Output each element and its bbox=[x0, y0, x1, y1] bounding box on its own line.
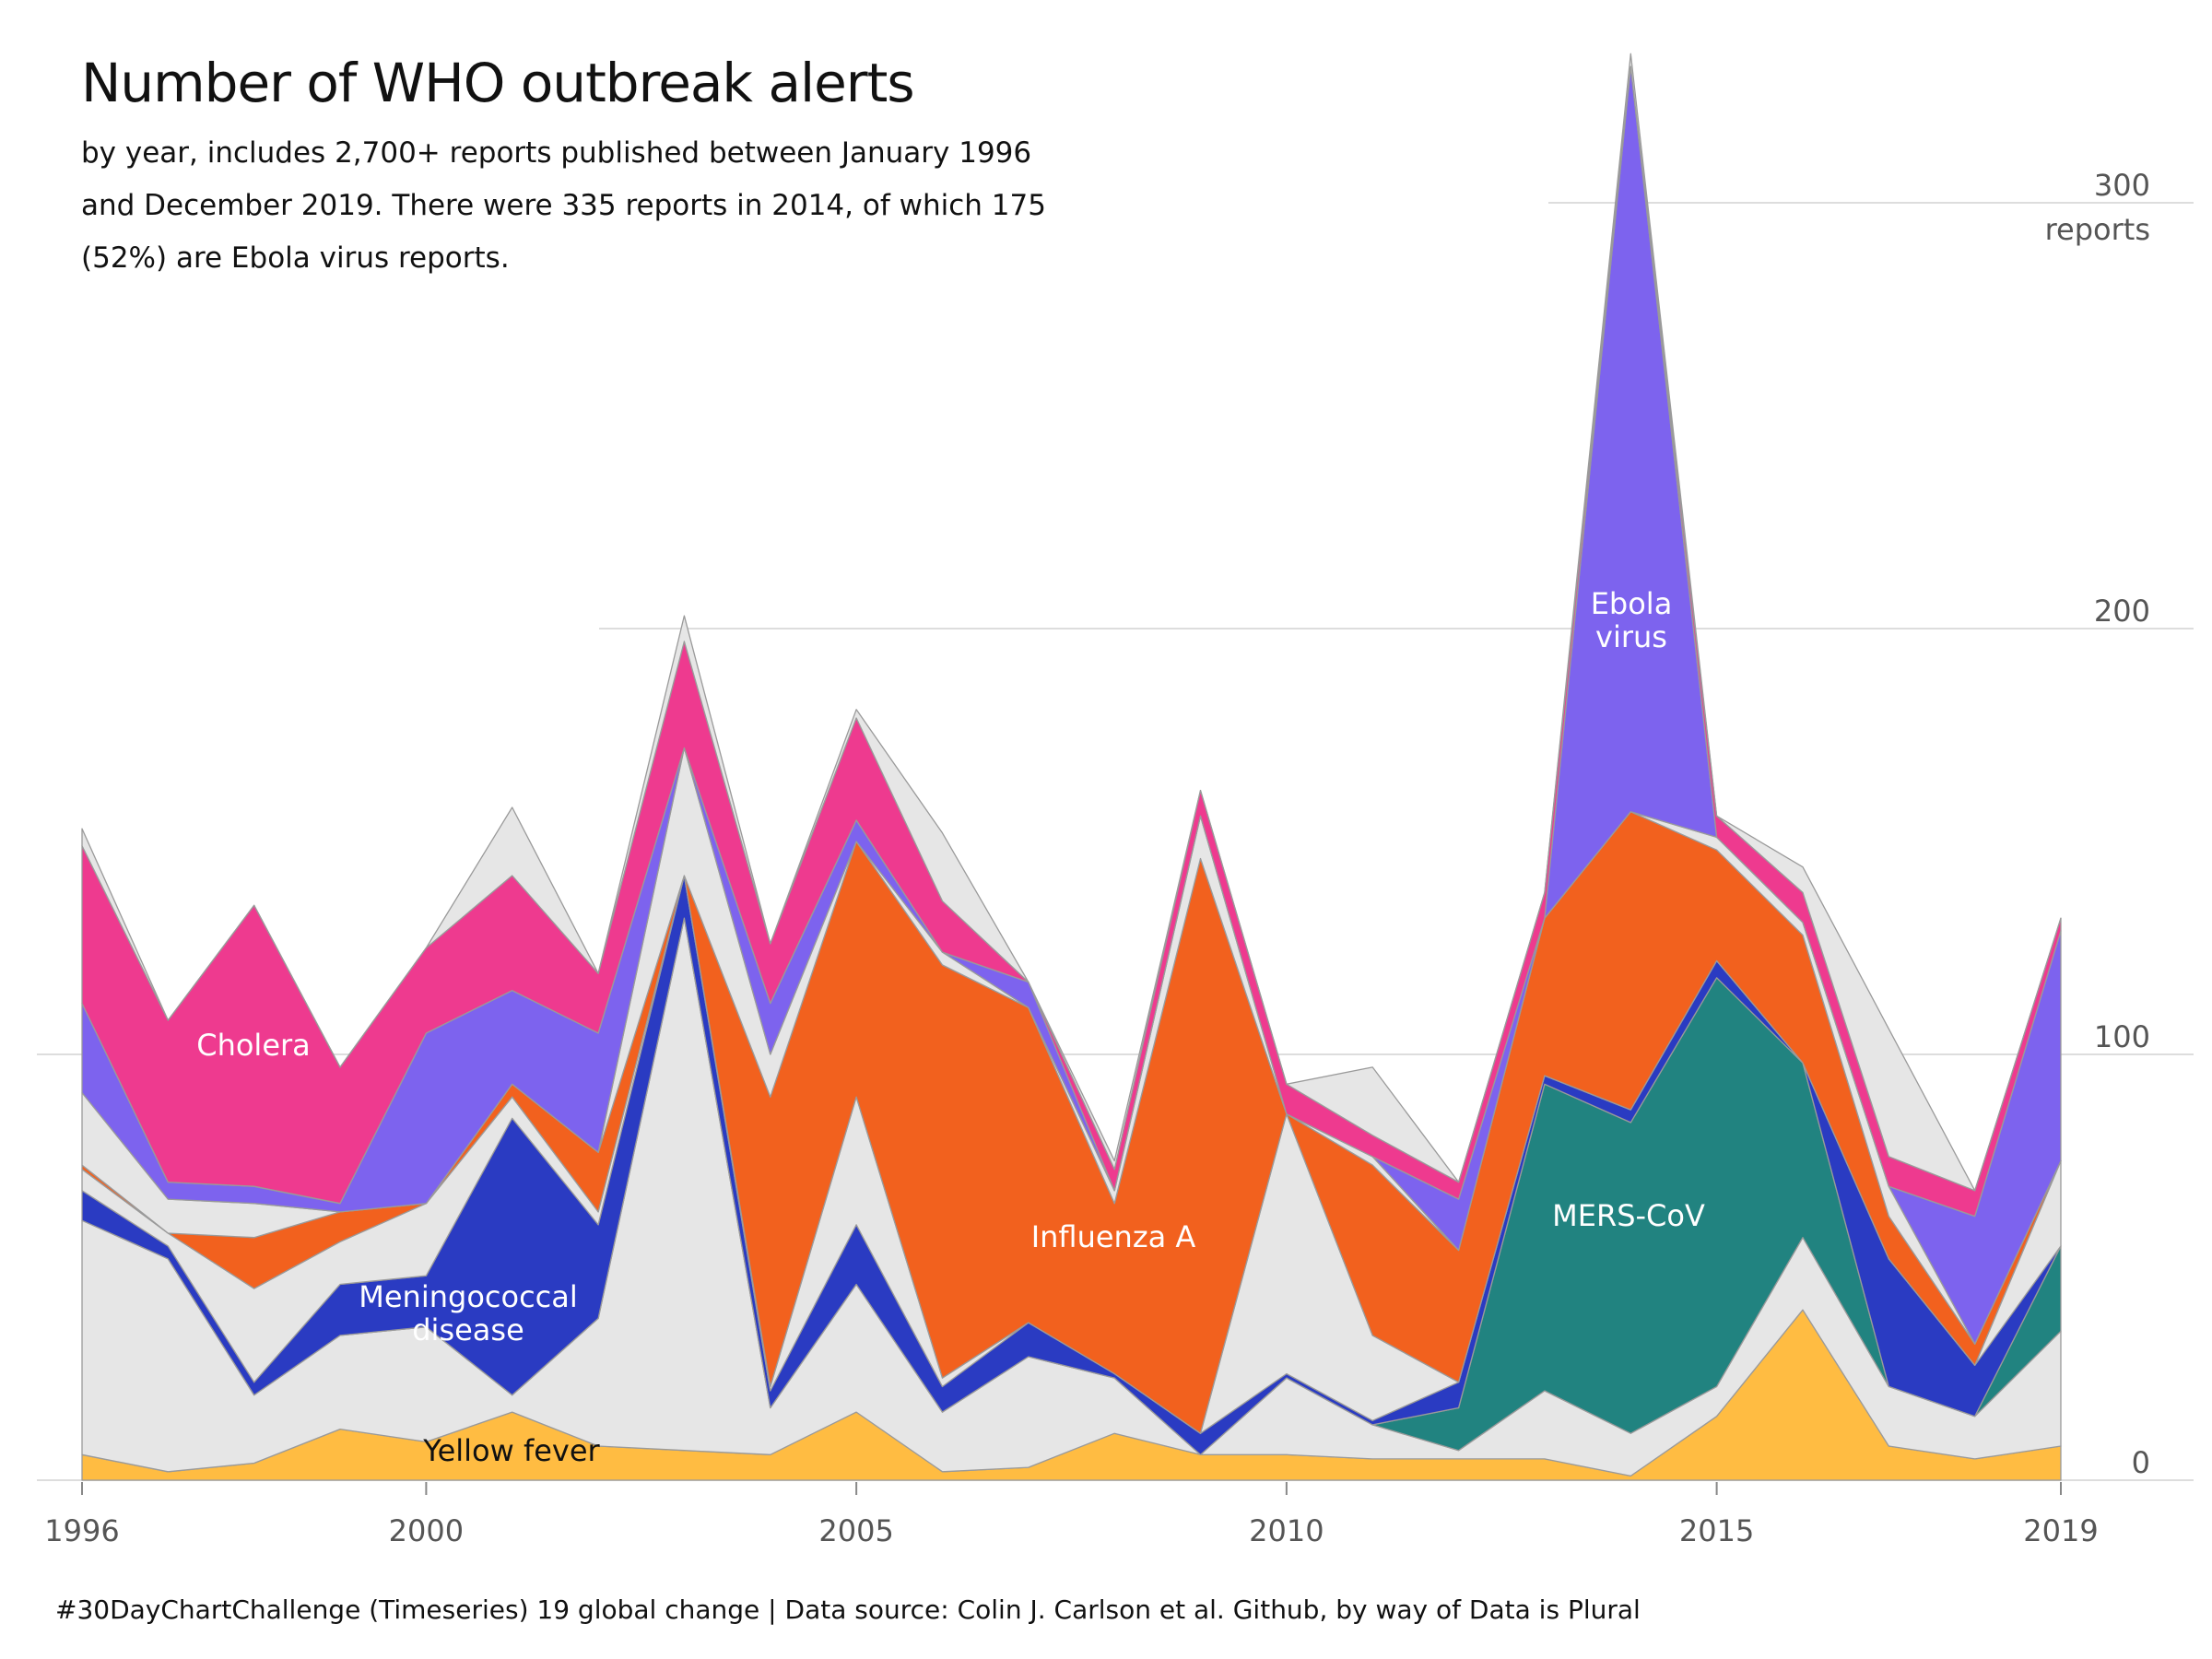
x-tick-label-2015: 2015 bbox=[1679, 1513, 1754, 1548]
label-cholera: Cholera bbox=[196, 1028, 311, 1063]
label-mers-cov: MERS-CoV bbox=[1552, 1198, 1705, 1233]
series-labels: Cholera Meningococcal disease Yellow fever I… bbox=[196, 586, 1705, 1468]
y-tick-label-300: 300 bbox=[2094, 168, 2150, 203]
area-other-top bbox=[81, 53, 2062, 1192]
chart-title: Number of WHO outbreak alerts bbox=[81, 52, 915, 114]
x-axis: 1996 2000 2005 2010 2015 2019 bbox=[44, 1482, 2099, 1548]
chart-subtitle: by year, includes 2,700+ reports publish… bbox=[81, 136, 1046, 275]
chart-caption: #30DayChartChallenge (Timeseries) 19 glo… bbox=[55, 1594, 1641, 1625]
label-yellow-fever: Yellow fever bbox=[422, 1433, 600, 1468]
x-tick-label-2005: 2005 bbox=[818, 1513, 893, 1548]
x-tick-label-2000: 2000 bbox=[389, 1513, 464, 1548]
label-meningococcal-disease: Meningococcal disease bbox=[359, 1279, 578, 1347]
x-tick-label-2010: 2010 bbox=[1249, 1513, 1324, 1548]
x-tick-label-2019: 2019 bbox=[2023, 1513, 2098, 1548]
label-influenza-a: Influenza A bbox=[1031, 1219, 1196, 1254]
label-ebola-virus: Ebola virus bbox=[1591, 586, 1673, 654]
y-tick-label-200: 200 bbox=[2094, 594, 2150, 629]
x-tick-label-1996: 1996 bbox=[44, 1513, 119, 1548]
y-tick-label-100: 100 bbox=[2094, 1019, 2150, 1054]
area-layers bbox=[81, 53, 2062, 1481]
y-axis: 0 100 200 300 reports bbox=[2045, 168, 2150, 1480]
y-axis-unit: reports bbox=[2045, 212, 2150, 247]
y-tick-label-0: 0 bbox=[2132, 1445, 2150, 1480]
